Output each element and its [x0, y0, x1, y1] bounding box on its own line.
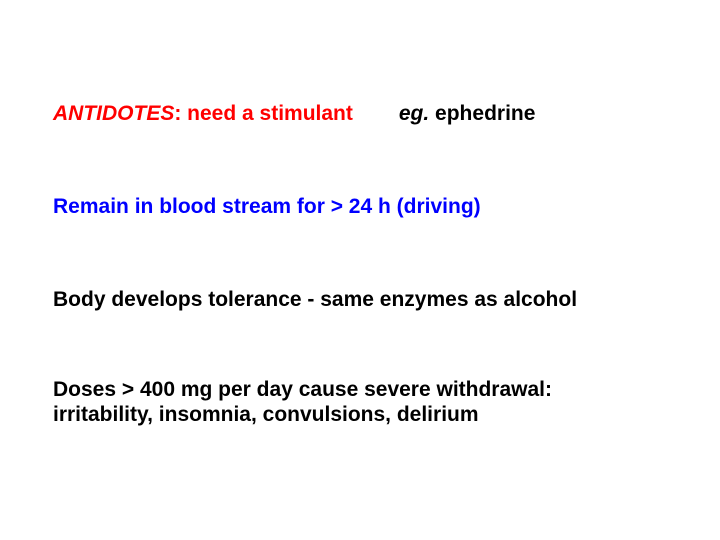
text-doses-b: irritability, insomnia, convulsions, del… [53, 403, 479, 426]
text-antidotes: ANTIDOTES [53, 102, 174, 125]
text-need-stimulant: : need a stimulant [174, 102, 353, 125]
line-blood-stream: Remain in blood stream for > 24 h (drivi… [53, 194, 481, 219]
line-antidotes: ANTIDOTES: need a stimulant eg. ephedrine [53, 101, 535, 126]
text-ephedrine: ephedrine [429, 102, 535, 125]
text-eg: eg. [399, 102, 429, 125]
text-blood-stream: Remain in blood stream for > 24 h (drivi… [53, 195, 481, 218]
line-doses-a: Doses > 400 mg per day cause severe with… [53, 377, 552, 402]
text-tolerance: Body develops tolerance - same enzymes a… [53, 288, 577, 311]
text-doses-a: Doses > 400 mg per day cause severe with… [53, 378, 552, 401]
slide: ANTIDOTES: need a stimulant eg. ephedrine… [0, 0, 720, 540]
line-tolerance: Body develops tolerance - same enzymes a… [53, 287, 577, 312]
line-doses-b: irritability, insomnia, convulsions, del… [53, 402, 479, 427]
